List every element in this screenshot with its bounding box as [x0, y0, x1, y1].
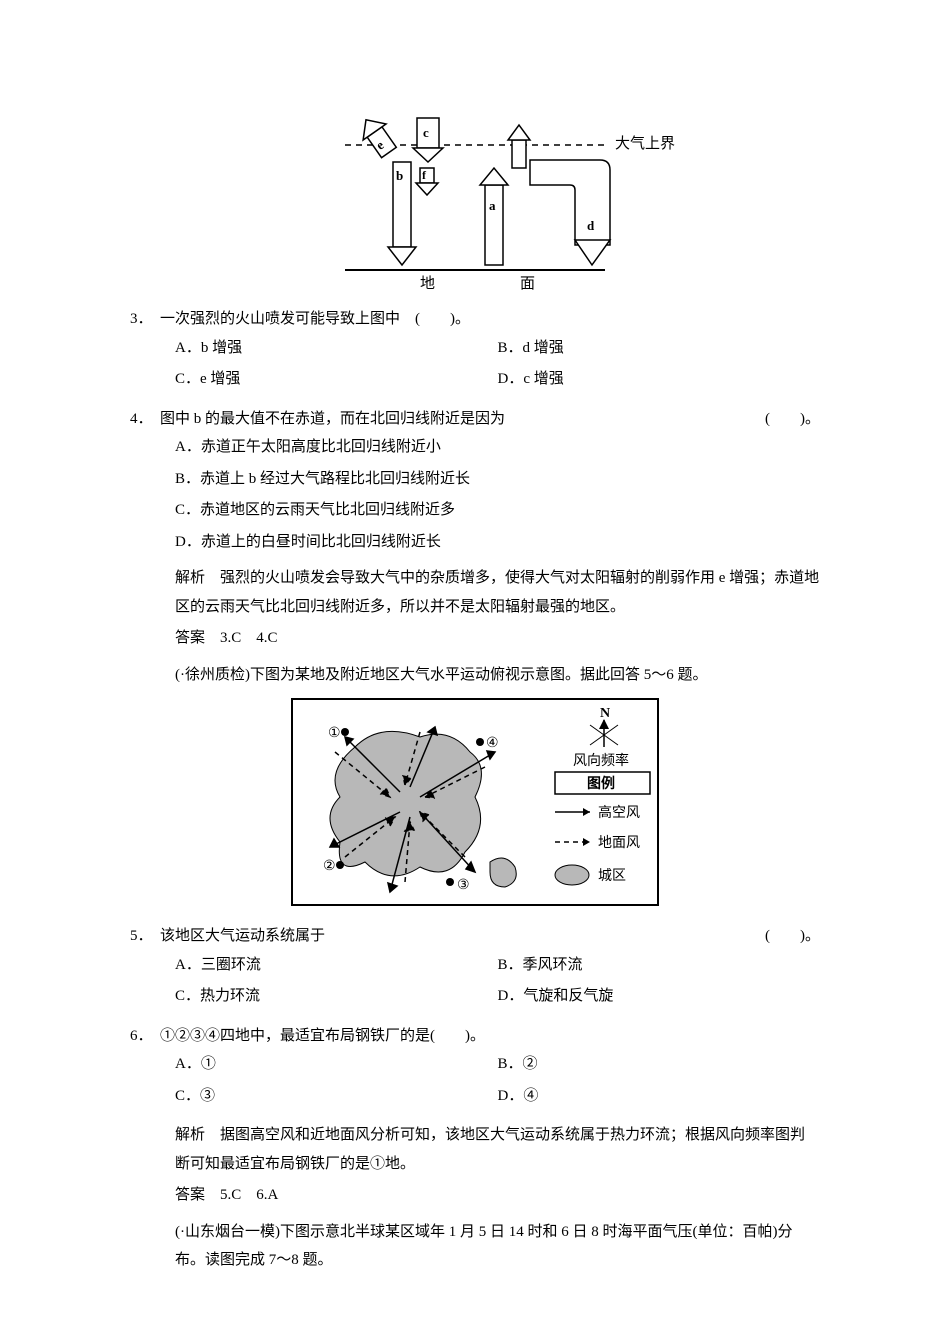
- q4-option-b: B．赤道上 b 经过大气路程比北回归线附近长: [175, 465, 820, 494]
- exp34-text: 强烈的火山喷发会导致大气中的杂质增多，使得大气对太阳辐射的削弱作用 e 增强；赤…: [175, 570, 819, 615]
- atm-label: 大气上界: [615, 135, 675, 152]
- context-78: (·山东烟台一模)下图示意北半球某区域年 1 月 5 日 14 时和 6 日 8…: [130, 1218, 820, 1275]
- context-56: (·徐州质检)下图为某地及附近地区大气水平运动俯视示意图。据此回答 5～6 题。: [130, 661, 820, 690]
- question-3: 3． 一次强烈的火山喷发可能导致上图中 ( )。 A．b 增强 B．d 增强 C…: [130, 305, 820, 397]
- ans56-label: 答案: [175, 1187, 205, 1203]
- answer-56: 答案 5.C 6.A: [130, 1181, 820, 1210]
- question-5: 5． 该地区大气运动系统属于 ( )。 A．三圈环流 B．季风环流 C．热力环流…: [130, 922, 820, 1014]
- svg-text:③: ③: [457, 878, 470, 893]
- legend-ground: 地面风: [598, 835, 640, 851]
- q4-option-c: C．赤道地区的云雨天气比北回归线附近多: [175, 496, 820, 525]
- legend-high: 高空风: [598, 804, 640, 821]
- atmosphere-diagram: 地 面 大气上界 c e b f a d: [265, 100, 685, 290]
- q6-option-c: C．③: [175, 1082, 498, 1111]
- q4-num: 4．: [130, 405, 160, 434]
- legend-urban: 城区: [598, 868, 626, 884]
- svg-text:d: d: [587, 218, 595, 233]
- explanation-34: 解析强烈的火山喷发会导致大气中的杂质增多，使得大气对太阳辐射的削弱作用 e 增强…: [130, 564, 820, 621]
- q4-option-a: A．赤道正午太阳高度比北回归线附近小: [175, 433, 820, 462]
- svg-text:b: b: [396, 168, 403, 183]
- ans34-label: 答案: [175, 630, 205, 646]
- ground-label-left: 地: [420, 275, 435, 290]
- q4-text: 图中 b 的最大值不在赤道，而在北回归线附近是因为: [160, 405, 505, 434]
- arrow-c: c: [413, 118, 443, 162]
- answer-34: 答案 3.C 4.C: [130, 624, 820, 653]
- q3-text: 一次强烈的火山喷发可能导致上图中 ( )。: [160, 305, 820, 334]
- arrow-a: a: [480, 168, 508, 265]
- q5-num: 5．: [130, 922, 160, 951]
- question-6: 6． ①②③④四地中，最适宜布局钢铁厂的是( )。 A．① B．② C．③ D．…: [130, 1022, 820, 1114]
- q3-option-a: A．b 增强: [175, 334, 498, 363]
- question-4: 4． 图中 b 的最大值不在赤道，而在北回归线附近是因为 ( )。 A．赤道正午…: [130, 405, 820, 557]
- explanation-56: 解析据图高空风和近地面风分析可知，该地区大气运动系统属于热力环流；根据风向频率图…: [130, 1121, 820, 1178]
- ground-label-right: 面: [520, 276, 535, 290]
- q4-option-d: D．赤道上的白昼时间比北回归线附近长: [175, 528, 820, 557]
- svg-text:N: N: [600, 706, 610, 721]
- svg-text:①: ①: [328, 726, 341, 741]
- q3-option-d: D．c 增强: [498, 365, 821, 394]
- q4-paren: ( )。: [765, 405, 820, 434]
- ans56-text: 5.C 6.A: [220, 1187, 278, 1203]
- svg-text:②: ②: [323, 859, 336, 874]
- q6-option-a: A．①: [175, 1050, 498, 1079]
- svg-text:④: ④: [486, 736, 499, 751]
- q6-option-b: B．②: [498, 1050, 821, 1079]
- exp34-label: 解析: [175, 570, 205, 586]
- q3-num: 3．: [130, 305, 160, 334]
- q5-option-c: C．热力环流: [175, 982, 498, 1011]
- q3-option-c: C．e 增强: [175, 365, 498, 394]
- legend-label: 图例: [587, 775, 615, 792]
- q3-paren: ( )。: [415, 311, 470, 327]
- q6-text: ①②③④四地中，最适宜布局钢铁厂的是( )。: [160, 1022, 820, 1051]
- q5-paren: ( )。: [765, 922, 820, 951]
- q5-text: 该地区大气运动系统属于: [160, 922, 325, 951]
- q5-option-a: A．三圈环流: [175, 951, 498, 980]
- q5-option-d: D．气旋和反气旋: [498, 982, 821, 1011]
- wind-diagram: ① ④ ② ③ N 风向频率 图例 高空风 地面风 城区: [290, 697, 660, 907]
- q6-option-d: D．④: [498, 1082, 821, 1111]
- legend-title: 风向频率: [573, 752, 629, 769]
- q3-option-b: B．d 增强: [498, 334, 821, 363]
- exp56-label: 解析: [175, 1127, 205, 1143]
- ans34-text: 3.C 4.C: [220, 630, 278, 646]
- arrow-e: e: [355, 112, 401, 161]
- svg-text:a: a: [489, 198, 496, 213]
- q6-num: 6．: [130, 1022, 160, 1051]
- svg-text:c: c: [423, 125, 429, 140]
- arrow-split-up: [508, 125, 530, 168]
- arrow-f: f: [416, 168, 438, 195]
- arrow-d: d: [530, 160, 610, 265]
- exp56-text: 据图高空风和近地面风分析可知，该地区大气运动系统属于热力环流；根据风向频率图判断…: [175, 1127, 805, 1172]
- q5-option-b: B．季风环流: [498, 951, 821, 980]
- arrow-b: b: [388, 162, 416, 265]
